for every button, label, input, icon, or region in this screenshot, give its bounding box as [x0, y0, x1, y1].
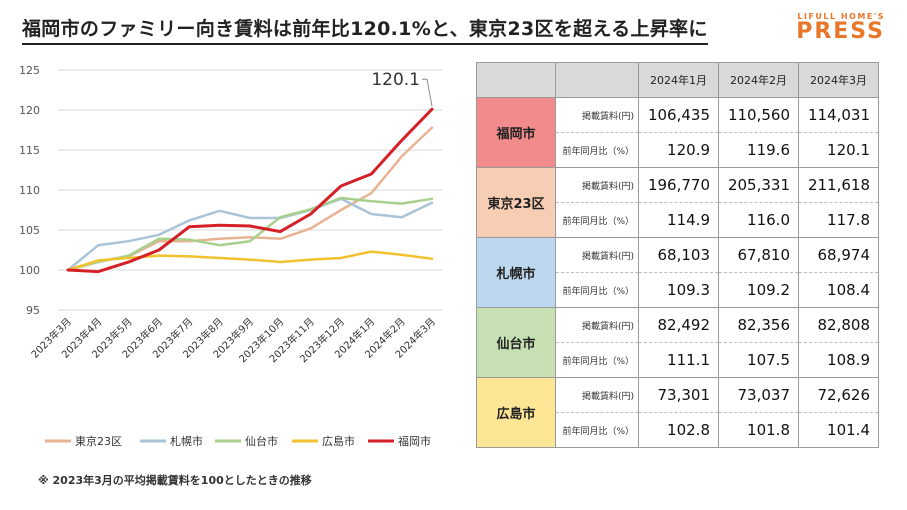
rent-value-cell: 196,770 — [638, 167, 719, 203]
rent-label-cell: 掲載賃料(円) — [555, 307, 639, 343]
table-row: 前年同月比（%） 102.8 101.8 101.4 — [477, 412, 879, 448]
legend-label: 福岡市 — [398, 434, 431, 448]
yoy-value-cell: 101.4 — [798, 412, 879, 448]
rent-value-cell: 110,560 — [718, 97, 799, 133]
table-header-blank — [555, 62, 639, 98]
table-header-month: 2024年2月 — [718, 62, 799, 98]
rent-value-cell: 82,492 — [638, 307, 719, 343]
yoy-label-cell: 前年同月比（%） — [555, 342, 639, 378]
yoy-value-cell: 109.2 — [718, 272, 799, 308]
series-line — [66, 107, 434, 274]
yoy-value-cell: 108.4 — [798, 272, 879, 308]
yoy-label-cell: 前年同月比（%） — [555, 202, 639, 238]
rent-value-cell: 73,037 — [718, 377, 799, 413]
yoy-value-cell: 116.0 — [718, 202, 799, 238]
line-chart: 951001051101151201252023年3月2023年4月2023年5… — [19, 64, 442, 448]
y-tick-label: 95 — [26, 304, 40, 317]
legend-label: 札幌市 — [170, 434, 203, 448]
rent-table: 2024年1月 2024年2月 2024年3月 福岡市 掲載賃料(円) 106,43… — [476, 62, 879, 448]
yoy-value-cell: 111.1 — [638, 342, 719, 378]
logo-sub-text: LIFULL HOME'S — [797, 12, 885, 21]
table-row: 前年同月比（%） 120.9 119.6 120.1 — [477, 132, 879, 168]
brand-logo: LIFULL HOME'S PRESS — [796, 12, 885, 43]
table-row: 仙台市 掲載賃料(円) 82,492 82,356 82,808 — [476, 307, 879, 378]
yoy-value-cell: 120.9 — [638, 132, 719, 168]
yoy-value-cell: 117.8 — [798, 202, 879, 238]
rent-value-cell: 82,356 — [718, 307, 799, 343]
yoy-value-cell: 108.9 — [798, 342, 879, 378]
rent-value-cell: 114,031 — [798, 97, 879, 133]
series-line — [66, 196, 434, 272]
rent-value-cell: 67,810 — [718, 237, 799, 273]
yoy-label-cell: 前年同月比（%） — [555, 272, 639, 308]
city-name-cell: 福岡市 — [476, 97, 556, 168]
legend-label: 東京23区 — [75, 434, 122, 448]
y-tick-label: 100 — [19, 264, 40, 277]
series-line — [66, 197, 434, 272]
city-name-cell: 札幌市 — [476, 237, 556, 308]
yoy-label-cell: 前年同月比（%） — [555, 132, 639, 168]
y-tick-label: 120 — [19, 104, 40, 117]
footnote: ※ 2023年3月の平均掲載賃料を100としたときの推移 — [38, 474, 312, 487]
table-row: 東京23区 掲載賃料(円) 196,770 205,331 211,618 — [476, 167, 879, 238]
annotation-label: 120.1 — [371, 70, 420, 90]
page-title: 福岡市のファミリー向き賃料は前年比120.1%と、東京23区を超える上昇率に — [22, 14, 708, 45]
city-name-cell: 仙台市 — [476, 307, 556, 378]
yoy-value-cell: 120.1 — [798, 132, 879, 168]
city-name-cell: 東京23区 — [476, 167, 556, 238]
series-line — [66, 126, 434, 272]
table-header-blank — [476, 62, 556, 98]
yoy-value-cell: 114.9 — [638, 202, 719, 238]
rent-value-cell: 211,618 — [798, 167, 879, 203]
rent-value-cell: 205,331 — [718, 167, 799, 203]
y-tick-label: 110 — [19, 184, 40, 197]
table-row: 前年同月比（%） 109.3 109.2 108.4 — [477, 272, 879, 308]
table-header-month: 2024年1月 — [638, 62, 719, 98]
rent-label-cell: 掲載賃料(円) — [555, 237, 639, 273]
table-header-row: 2024年1月 2024年2月 2024年3月 — [476, 62, 879, 98]
table-header-month: 2024年3月 — [798, 62, 879, 98]
rent-label-cell: 掲載賃料(円) — [555, 167, 639, 203]
yoy-value-cell: 102.8 — [638, 412, 719, 448]
rent-value-cell: 82,808 — [798, 307, 879, 343]
legend-label: 広島市 — [322, 434, 355, 448]
yoy-value-cell: 107.5 — [718, 342, 799, 378]
yoy-value-cell: 101.8 — [718, 412, 799, 448]
y-tick-label: 105 — [19, 224, 40, 237]
y-tick-label: 115 — [19, 144, 40, 157]
rent-value-cell: 73,301 — [638, 377, 719, 413]
rent-value-cell: 72,626 — [798, 377, 879, 413]
y-tick-label: 125 — [19, 64, 40, 77]
series-line — [66, 250, 434, 272]
legend-label: 仙台市 — [245, 434, 278, 448]
rent-value-cell: 106,435 — [638, 97, 719, 133]
annotation-leader — [422, 78, 433, 107]
city-name-cell: 広島市 — [476, 377, 556, 448]
rent-label-cell: 掲載賃料(円) — [555, 377, 639, 413]
yoy-value-cell: 109.3 — [638, 272, 719, 308]
yoy-label-cell: 前年同月比（%） — [555, 412, 639, 448]
logo-main-text: PRESS — [796, 19, 885, 44]
rent-value-cell: 68,974 — [798, 237, 879, 273]
yoy-value-cell: 119.6 — [718, 132, 799, 168]
table-row: 広島市 掲載賃料(円) 73,301 73,037 72,626 — [476, 377, 879, 448]
rent-label-cell: 掲載賃料(円) — [555, 97, 639, 133]
table-row: 札幌市 掲載賃料(円) 68,103 67,810 68,974 — [476, 237, 879, 308]
rent-value-cell: 68,103 — [638, 237, 719, 273]
table-row: 福岡市 掲載賃料(円) 106,435 110,560 114,031 — [476, 97, 879, 168]
table-row: 前年同月比（%） 114.9 116.0 117.8 — [477, 202, 879, 238]
